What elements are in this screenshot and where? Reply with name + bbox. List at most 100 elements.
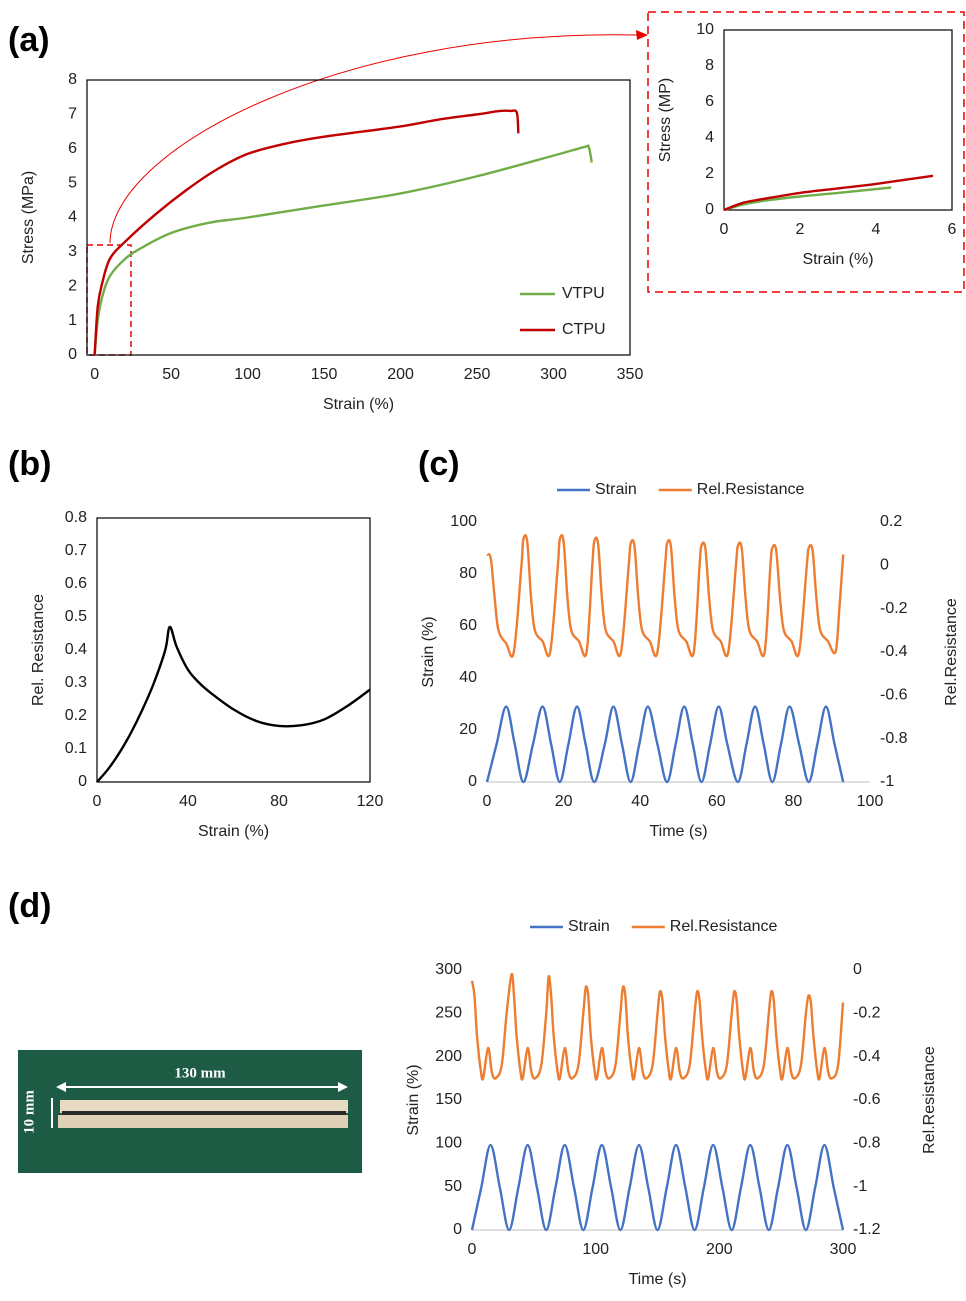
length-label: 130 mm: [174, 1065, 226, 1081]
y-tick-label: 4: [705, 129, 714, 146]
x-tick-label: 80: [785, 793, 803, 810]
legend-label: VTPU: [562, 285, 605, 302]
data-line: [470, 972, 845, 1081]
y-tick-label: 200: [435, 1048, 462, 1065]
y-tick-label: 0.5: [65, 608, 87, 625]
data-line: [93, 144, 593, 356]
x-tick-label: 80: [270, 793, 288, 810]
x-tick-label: 4: [872, 221, 881, 238]
y2-tick-label: -0.2: [853, 1005, 881, 1022]
legend-label: Strain: [568, 918, 610, 935]
x-tick-label: 40: [179, 793, 197, 810]
y-tick-label: 0: [705, 201, 714, 218]
y-tick-label: 250: [435, 1005, 462, 1022]
y2-tick-label: -1: [853, 1178, 867, 1195]
y-tick-label: 0.6: [65, 575, 87, 592]
plot-frame: [723, 29, 953, 211]
data-line: [723, 186, 892, 212]
legend-label: CTPU: [562, 321, 606, 338]
legend-label: Strain: [595, 481, 637, 498]
y2-tick-label: 0: [853, 961, 862, 978]
y-axis-label: Rel. Resistance: [30, 594, 47, 706]
panel-label: (c): [418, 445, 460, 483]
panel-label: (a): [8, 21, 50, 59]
y2-tick-label: -0.8: [853, 1135, 881, 1152]
x-tick-label: 200: [706, 1241, 733, 1258]
y-tick-label: 7: [68, 106, 77, 123]
x-tick-label: 6: [948, 221, 957, 238]
data-line: [93, 109, 520, 356]
y-tick-label: 2: [68, 277, 77, 294]
y-tick-label: 0.7: [65, 542, 87, 559]
y-axis-label: Strain (%): [420, 616, 437, 687]
y2-tick-label: -0.6: [853, 1091, 881, 1108]
x-tick-label: 100: [234, 366, 261, 383]
y-tick-label: 0.3: [65, 674, 87, 691]
y-axis-label: Strain (%): [405, 1064, 422, 1135]
y-tick-label: 1: [68, 312, 77, 329]
y-tick-label: 8: [705, 57, 714, 74]
y-axis-label: Stress (MP): [657, 78, 674, 162]
x-tick-label: 2: [796, 221, 805, 238]
y2-tick-label: -0.8: [880, 730, 908, 747]
x-axis-label: Strain (%): [198, 823, 269, 840]
y-tick-label: 150: [435, 1091, 462, 1108]
data-line: [723, 174, 934, 212]
y-tick-label: 0.2: [65, 707, 87, 724]
inset-border: [647, 11, 965, 293]
sample-photo: 130 mm 10 mm: [18, 1050, 362, 1173]
x-tick-label: 0: [93, 793, 102, 810]
y2-tick-label: -0.6: [880, 687, 908, 704]
y-tick-label: 20: [459, 721, 477, 738]
x-axis-label: Time (s): [628, 1271, 686, 1288]
y2-tick-label: 0.2: [880, 513, 902, 530]
data-line: [470, 1143, 845, 1232]
y-tick-label: 5: [68, 174, 77, 191]
y-tick-label: 0.1: [65, 740, 87, 757]
width-label: 10 mm: [21, 1090, 37, 1134]
y-tick-label: 300: [435, 961, 462, 978]
x-axis-label: Strain (%): [802, 251, 873, 268]
data-line: [96, 625, 371, 783]
y2-tick-label: -0.2: [880, 600, 908, 617]
sample-strip: [60, 1100, 348, 1113]
legend-label: Rel.Resistance: [670, 918, 778, 935]
x-axis-label: Time (s): [649, 823, 707, 840]
y-tick-label: 0.4: [65, 641, 87, 658]
y-tick-label: 80: [459, 565, 477, 582]
arrow-head: [338, 1082, 348, 1092]
y-tick-label: 4: [68, 209, 77, 226]
y-axis-label: Stress (MPa): [20, 171, 37, 264]
x-tick-label: 100: [857, 793, 884, 810]
x-tick-label: 120: [357, 793, 384, 810]
y-tick-label: 0: [78, 773, 87, 790]
x-tick-label: 0: [90, 366, 99, 383]
arrow-head: [56, 1082, 66, 1092]
x-tick-label: 150: [311, 366, 338, 383]
x-tick-label: 250: [464, 366, 491, 383]
y-tick-label: 50: [444, 1178, 462, 1195]
y-tick-label: 100: [435, 1135, 462, 1152]
y-tick-label: 10: [696, 21, 714, 38]
y2-axis-label: Rel.Resistance: [921, 1046, 938, 1154]
x-tick-label: 50: [162, 366, 180, 383]
plot-frame: [96, 517, 371, 783]
y-tick-label: 40: [459, 669, 477, 686]
plot-frame: [86, 79, 631, 356]
y-tick-label: 0.8: [65, 509, 87, 526]
data-line: [486, 534, 845, 658]
y-tick-label: 0: [68, 346, 77, 363]
y2-tick-label: -1.2: [853, 1221, 881, 1238]
y-tick-label: 0: [468, 773, 477, 790]
x-tick-label: 200: [387, 366, 414, 383]
legend-label: Rel.Resistance: [697, 481, 805, 498]
x-tick-label: 40: [631, 793, 649, 810]
x-tick-label: 300: [830, 1241, 857, 1258]
y2-tick-label: 0: [880, 557, 889, 574]
y-tick-label: 100: [450, 513, 477, 530]
x-tick-label: 0: [720, 221, 729, 238]
x-axis-label: Strain (%): [323, 396, 394, 413]
y-tick-label: 60: [459, 617, 477, 634]
x-tick-label: 20: [555, 793, 573, 810]
